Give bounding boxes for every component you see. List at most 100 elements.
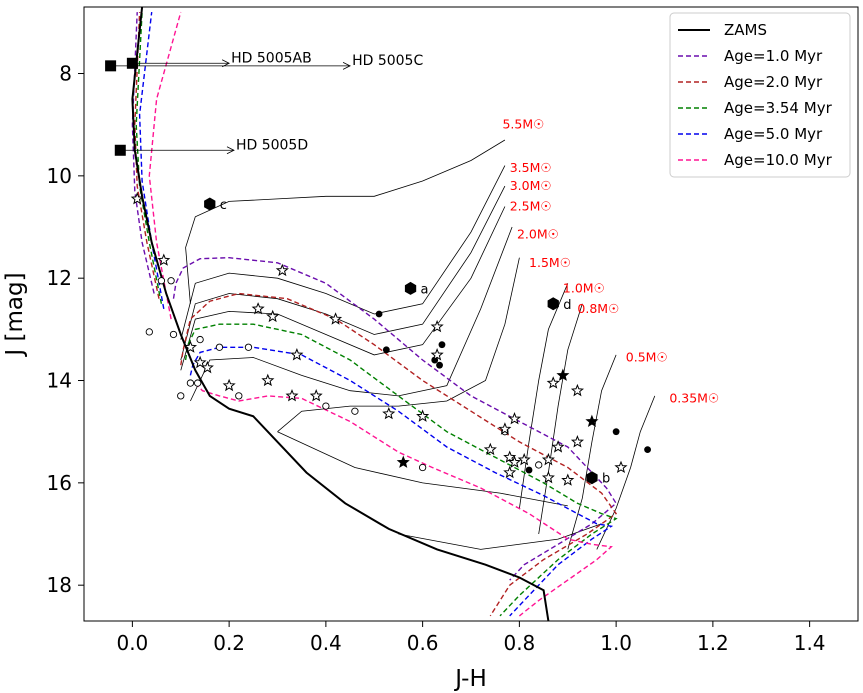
mass-label: 0.35M☉ xyxy=(669,390,719,405)
evolutionary-track-line xyxy=(277,257,520,433)
y-axis-label: J [mag] xyxy=(2,272,28,357)
open-star-marker xyxy=(261,373,275,387)
open-circle-marker xyxy=(244,343,253,351)
open-star-marker xyxy=(266,309,280,323)
evolutionary-track-line xyxy=(519,283,569,509)
open-star-marker xyxy=(570,383,585,397)
isochrone-line xyxy=(172,256,618,581)
filled-circle-marker xyxy=(644,446,651,453)
open-circle-marker xyxy=(215,343,224,351)
open-star-marker xyxy=(430,319,444,333)
y-tick-label: 10 xyxy=(47,164,72,188)
y-tick-label: 14 xyxy=(47,369,72,393)
point-letter-label: b xyxy=(602,472,610,487)
open-star-marker xyxy=(561,473,575,486)
hd-label: HD 5005D xyxy=(236,137,308,153)
evolutionary-track-line xyxy=(180,185,506,361)
mass-label: 3.5M☉ xyxy=(510,160,552,175)
open-circle-marker xyxy=(145,328,153,336)
x-tick-label: 0.6 xyxy=(407,631,439,655)
legend-label: Age=1.0 Myr xyxy=(724,47,823,65)
filled-circle-marker xyxy=(438,341,446,349)
point-letter-label: d xyxy=(563,298,571,313)
labeled-hexagon-marker xyxy=(547,297,559,311)
open-star-marker xyxy=(285,389,299,402)
mass-label: 2.0M☉ xyxy=(517,227,559,242)
mass-label: 5.5M☉ xyxy=(502,117,544,132)
open-circle-marker xyxy=(351,407,359,415)
isochrone-upper-branch xyxy=(138,12,165,310)
filled-star-marker xyxy=(396,455,410,468)
open-star-marker xyxy=(508,455,522,468)
x-axis-label: J-H xyxy=(453,666,487,692)
open-circle-marker xyxy=(177,392,185,400)
open-star-marker xyxy=(541,452,555,466)
hd-square-marker xyxy=(114,144,126,156)
filled-circle-marker xyxy=(612,428,620,436)
hd-label: HD 5005AB xyxy=(231,50,312,66)
x-tick-label: 0.8 xyxy=(503,631,535,655)
legend-label: Age=10.0 Myr xyxy=(724,151,833,169)
x-tick-label: 0.0 xyxy=(116,631,148,655)
open-circle-marker xyxy=(157,277,166,285)
open-star-marker xyxy=(517,452,531,466)
open-star-marker xyxy=(329,312,343,325)
evolutionary-track-line xyxy=(185,139,506,304)
open-star-marker xyxy=(193,355,207,369)
isochrone-upper-branch xyxy=(135,12,163,304)
mass-label: 1.0M☉ xyxy=(563,280,605,295)
open-star-marker xyxy=(251,302,265,315)
plot-frame xyxy=(83,6,859,622)
open-star-marker xyxy=(503,450,517,463)
filled-star-marker xyxy=(556,368,570,381)
open-star-marker xyxy=(157,253,171,266)
open-circle-marker xyxy=(235,392,243,400)
isochrone-line xyxy=(180,292,618,617)
legend-label: Age=2.0 Myr xyxy=(724,73,823,91)
open-star-marker xyxy=(130,192,144,205)
open-circle-marker xyxy=(196,335,204,344)
x-tick-label: 1.0 xyxy=(600,631,632,655)
plot-layer: 5.5M☉ 3.5M☉ 3.0M☉ 2.5M☉ 2.0M☉ 1.5M☉ 1.0M☉ 0.8M☉… xyxy=(105,7,719,621)
open-star-marker xyxy=(382,406,396,420)
hd-square-marker xyxy=(126,57,138,69)
x-tick-label: 1.4 xyxy=(794,631,826,655)
open-star-marker xyxy=(483,442,497,456)
mass-label: 1.5M☉ xyxy=(529,255,571,270)
open-star-marker xyxy=(275,263,289,277)
isochrone-upper-branch xyxy=(148,11,182,320)
mass-label: 0.5M☉ xyxy=(626,349,668,364)
open-star-marker xyxy=(183,340,198,353)
open-star-marker xyxy=(570,435,585,448)
point-letter-label: a xyxy=(421,282,429,297)
filled-circle-marker xyxy=(375,310,383,318)
legend-label: Age=3.54 Myr xyxy=(724,99,833,117)
hd-square-marker xyxy=(105,60,117,72)
open-star-marker xyxy=(507,412,522,425)
y-tick-label: 8 xyxy=(59,62,72,86)
filled-circle-marker xyxy=(436,361,443,369)
x-tick-label: 1.2 xyxy=(697,631,729,655)
evolutionary-track-line xyxy=(180,165,506,340)
labeled-hexagon-marker xyxy=(204,197,216,211)
evolutionary-track-line xyxy=(190,226,513,402)
zams-line xyxy=(131,7,550,621)
point-letter-label: c xyxy=(220,198,227,213)
hd-label: HD 5005C xyxy=(352,53,423,69)
mass-label: 2.5M☉ xyxy=(510,199,552,214)
open-star-marker xyxy=(546,376,560,389)
open-circle-marker xyxy=(167,277,175,285)
labeled-hexagon-marker xyxy=(586,471,598,485)
open-star-marker xyxy=(541,470,555,484)
open-star-marker xyxy=(430,348,444,361)
open-star-marker xyxy=(222,378,236,392)
legend-label: ZAMS xyxy=(724,21,767,39)
evolutionary-track-line xyxy=(538,303,583,535)
filled-circle-marker xyxy=(382,346,390,354)
evolutionary-track-line xyxy=(277,431,568,507)
legend-box xyxy=(669,12,851,178)
open-circle-marker xyxy=(322,402,330,410)
open-star-marker xyxy=(551,440,565,453)
open-star-marker xyxy=(498,422,512,435)
hd-arrow-head xyxy=(226,146,235,155)
